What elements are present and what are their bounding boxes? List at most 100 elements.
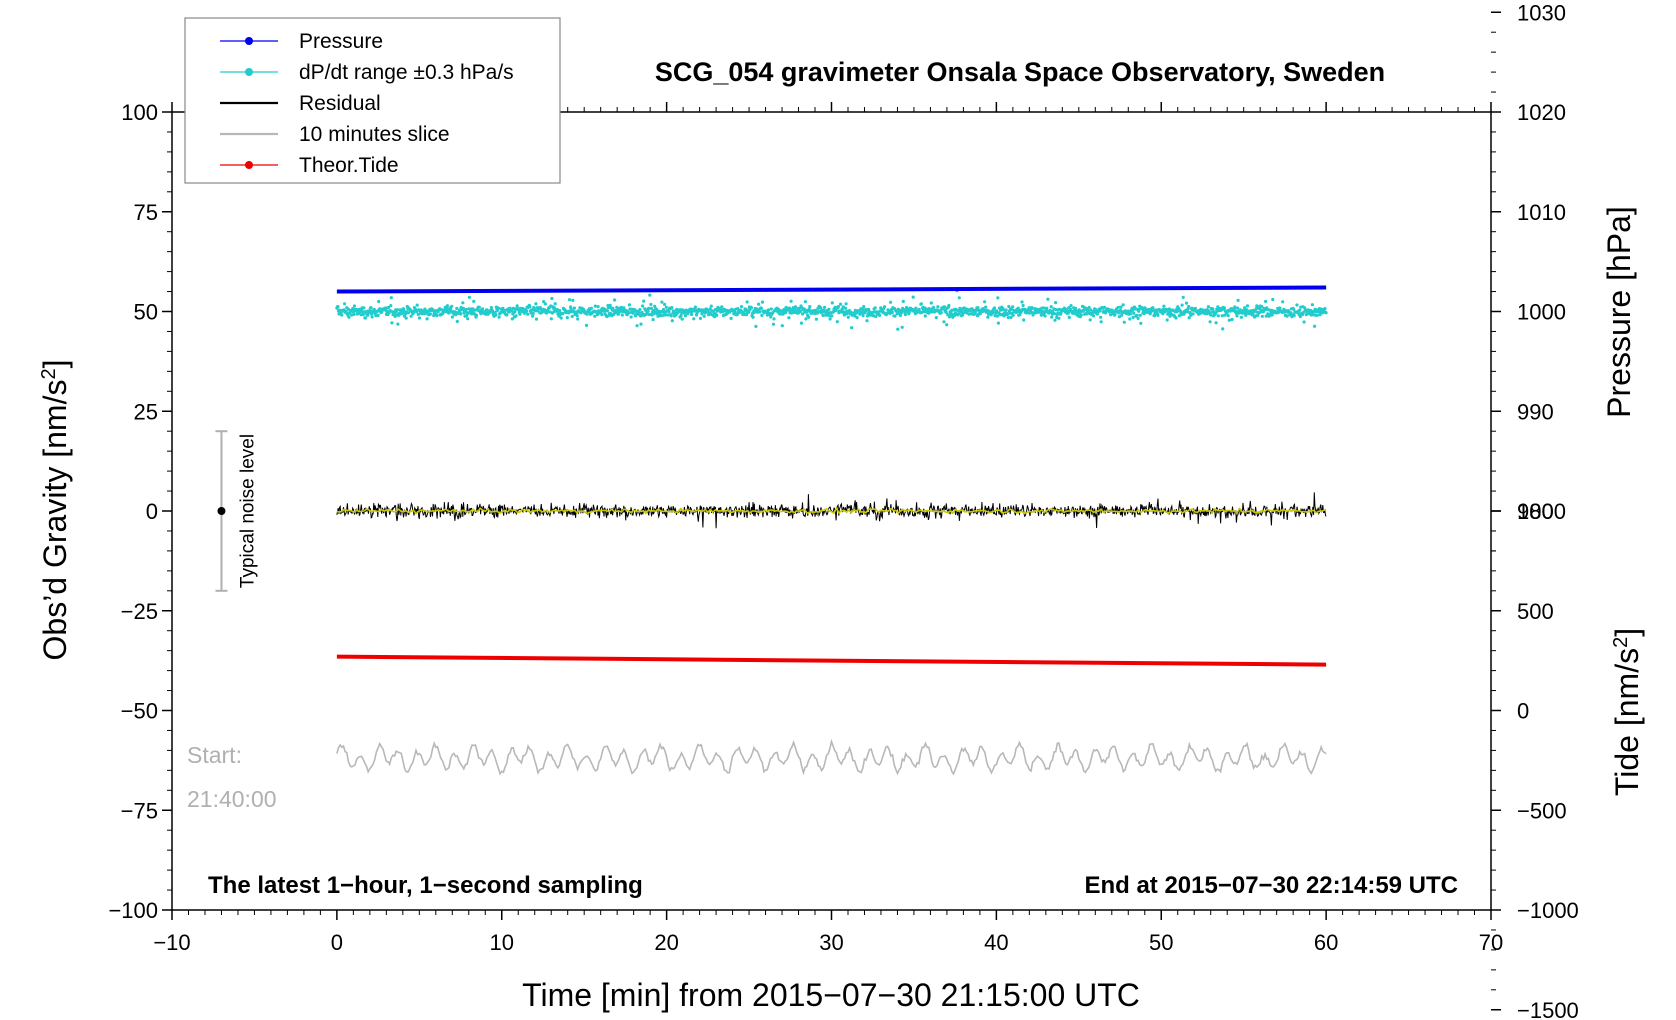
dpdt-point	[878, 313, 882, 317]
dpdt-point	[1162, 304, 1166, 308]
dpdt-point	[362, 306, 366, 310]
dpdt-point	[376, 313, 380, 317]
dpdt-point	[497, 315, 501, 319]
dpdt-point	[992, 306, 997, 310]
dpdt-point	[445, 304, 449, 308]
dpdt-point	[1020, 300, 1024, 304]
dpdt-point	[1216, 314, 1220, 318]
dpdt-point	[793, 305, 798, 309]
dpdt-point	[850, 326, 854, 330]
dpdt-point	[426, 310, 430, 314]
x-tick-label: 70	[1479, 930, 1503, 955]
dpdt-point	[660, 300, 664, 304]
dpdt-point	[616, 312, 621, 316]
dpdt-point	[679, 313, 683, 317]
dpdt-point	[347, 315, 351, 319]
dpdt-point	[1137, 307, 1141, 311]
dpdt-point	[1128, 317, 1132, 321]
dpdt-point	[558, 308, 562, 313]
dpdt-point	[425, 317, 429, 321]
x-tick-label: 30	[819, 930, 843, 955]
dpdt-point	[947, 303, 951, 308]
y-right-bottom-axis-title: Tide [nm/s2]	[1609, 628, 1645, 796]
dpdt-point	[799, 321, 804, 325]
dpdt-point	[389, 304, 393, 308]
dpdt-point	[514, 314, 518, 318]
dpdt-point	[387, 305, 391, 310]
dpdt-point	[1099, 315, 1103, 319]
dpdt-point	[865, 319, 869, 323]
dpdt-point	[942, 305, 947, 309]
dpdt-point	[501, 306, 505, 310]
dpdt-point	[639, 322, 643, 326]
dpdt-point	[531, 311, 535, 316]
dpdt-point	[1292, 313, 1296, 318]
dpdt-point	[445, 306, 449, 310]
dpdt-point	[1088, 318, 1092, 322]
dpdt-point	[839, 302, 843, 306]
dpdt-point	[995, 309, 999, 313]
dpdt-point	[683, 314, 688, 318]
dpdt-point	[1043, 314, 1047, 318]
dpdt-point	[596, 305, 600, 309]
dpdt-point	[525, 309, 529, 313]
x-axis-ticks: −10 0 10 20 30 40 50 60 70	[153, 102, 1503, 955]
dpdt-point	[843, 306, 848, 310]
dpdt-point	[939, 311, 943, 315]
dpdt-point	[830, 314, 834, 318]
dpdt-point	[459, 312, 463, 316]
legend-swatch-dot	[245, 37, 253, 45]
dpdt-point	[1298, 308, 1302, 312]
dpdt-point	[1238, 308, 1242, 312]
dpdt-point	[494, 313, 498, 317]
dpdt-point	[745, 300, 749, 304]
dpdt-point	[518, 312, 522, 316]
dpdt-point	[474, 313, 479, 317]
dpdt-point	[889, 300, 893, 304]
dpdt-point	[372, 307, 376, 312]
dpdt-point	[584, 323, 589, 327]
dpdt-point	[406, 311, 410, 315]
dpdt-point	[1214, 311, 1218, 316]
dpdt-point	[651, 318, 655, 322]
dpdt-point	[914, 306, 918, 310]
dpdt-point	[370, 315, 374, 319]
legend-label: 10 minutes slice	[299, 123, 450, 146]
dpdt-point	[757, 302, 761, 306]
dpdt-point	[1295, 303, 1299, 307]
dpdt-point	[471, 307, 475, 311]
dpdt-point	[1067, 315, 1071, 319]
dpdt-point	[890, 310, 894, 315]
dpdt-point	[569, 307, 573, 311]
dpdt-point	[1187, 316, 1191, 320]
dpdt-point	[638, 308, 642, 312]
dpdt-point	[1021, 303, 1025, 308]
dpdt-point	[663, 313, 667, 317]
dpdt-point	[1302, 320, 1306, 324]
dpdt-point	[1187, 304, 1191, 309]
dpdt-point	[715, 313, 719, 317]
dpdt-point	[780, 324, 784, 328]
dpdt-point	[698, 316, 703, 320]
dpdt-point	[390, 321, 394, 325]
dpdt-point	[766, 308, 771, 312]
dpdt-point	[808, 305, 812, 309]
dpdt-point	[344, 309, 348, 313]
dpdt-point	[1011, 305, 1015, 309]
dpdt-point	[855, 316, 859, 320]
dpdt-point	[778, 312, 782, 316]
legend-box	[184, 17, 561, 184]
tide-tick-label: 0	[1517, 699, 1529, 724]
dpdt-point	[758, 310, 762, 314]
dpdt-point	[991, 311, 995, 315]
dpdt-point	[789, 299, 793, 303]
dpdt-point	[368, 309, 372, 313]
dpdt-point	[352, 304, 357, 308]
dpdt-point	[340, 313, 344, 317]
dpdt-point	[828, 317, 832, 321]
dpdt-point	[550, 296, 554, 301]
dpdt-point	[1049, 305, 1053, 309]
dpdt-point	[526, 312, 530, 316]
dpdt-point	[455, 306, 459, 310]
